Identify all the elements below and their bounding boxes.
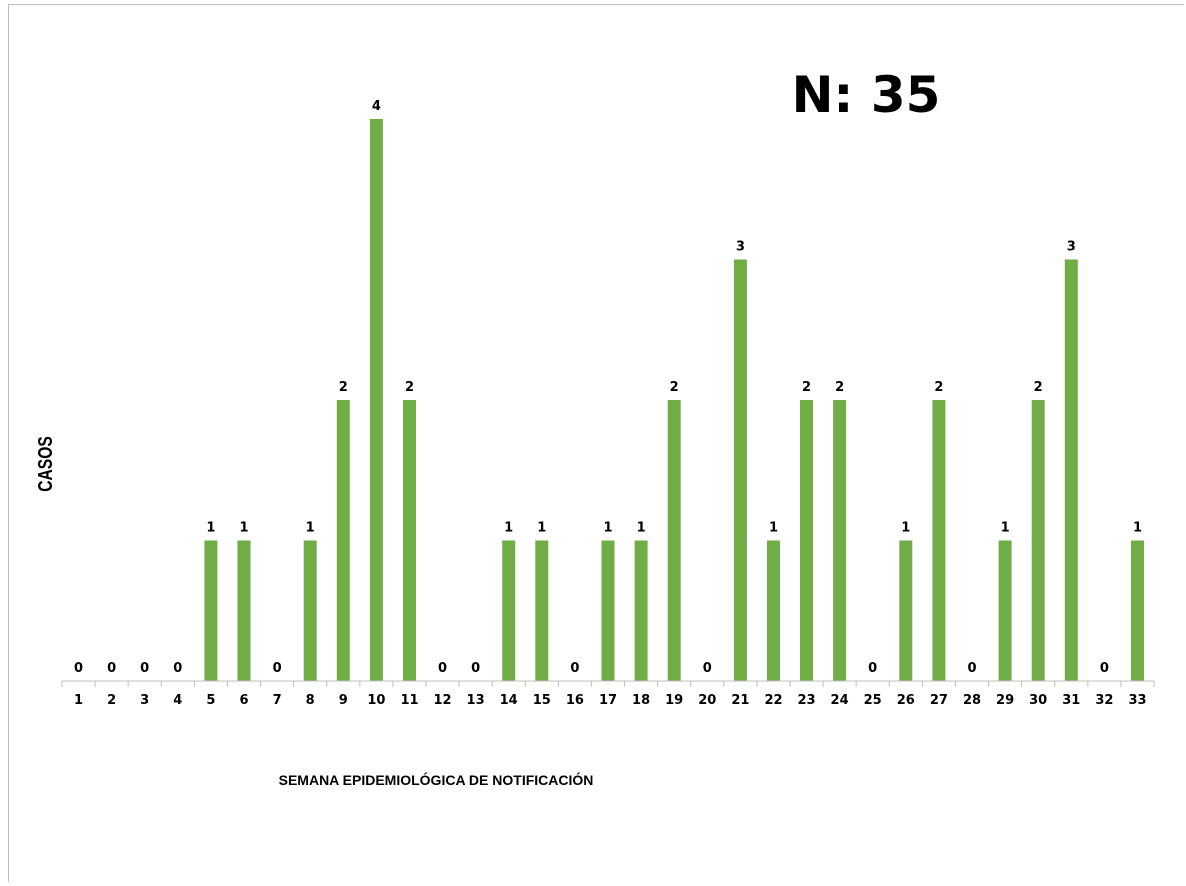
x-tick-label: 7 [273,693,282,708]
x-tick-label: 24 [831,693,849,708]
y-axis-title: CASOS [34,436,56,491]
data-label-week-2: 0 [107,661,116,676]
x-tick-label: 16 [566,693,584,708]
x-tick-label: 2 [107,693,116,708]
bar-week-27 [932,400,946,681]
data-label-week-30: 2 [1034,380,1043,395]
data-label-week-13: 0 [471,661,480,676]
data-label-week-10: 4 [372,99,381,114]
x-tick-marks [61,681,1155,687]
bar-week-21 [733,259,747,681]
x-tick-label: 32 [1095,693,1113,708]
x-tick-label: 19 [665,693,683,708]
data-label-week-8: 1 [306,521,315,536]
x-tick-labels: 1 2 3 4 5 6 7 8 9 10 11 12 13 14 15 16 17 18 19 20 21 22 23 24 2… [74,693,1147,708]
x-tick-label: 12 [433,693,451,708]
x-tick-label: 14 [500,693,518,708]
x-tick-label: 10 [367,693,385,708]
x-tick-label: 22 [764,693,782,708]
x-tick-label: 33 [1128,693,1146,708]
x-tick-label: 5 [206,693,215,708]
data-label-week-6: 1 [239,521,248,536]
x-tick-label: 28 [963,693,981,708]
x-tick-label: 9 [339,693,348,708]
bar-week-9 [336,400,350,681]
data-label-week-27: 2 [934,380,943,395]
x-tick-label: 30 [1029,693,1047,708]
x-tick-label: 27 [930,693,948,708]
bar-week-5 [204,540,218,681]
total-count-title: N: 35 [792,66,941,124]
bar-week-11 [403,400,416,681]
x-tick-label: 23 [797,693,815,708]
bar-week-29 [998,540,1012,681]
data-label-week-16: 0 [570,661,579,676]
bar-week-26 [899,540,913,681]
x-tick-label: 6 [239,693,248,708]
x-tick-label: 3 [140,693,149,708]
data-label-week-7: 0 [273,661,282,676]
x-tick-label: 26 [897,693,915,708]
bar-week-22 [767,540,780,681]
data-label-week-33: 1 [1133,521,1142,536]
bars-layer [204,119,1144,681]
data-label-week-20: 0 [703,661,712,676]
bar-week-14 [502,540,516,681]
data-label-week-3: 0 [140,661,149,676]
data-label-week-22: 1 [769,521,778,536]
x-tick-label: 18 [632,693,650,708]
data-label-week-1: 0 [74,661,83,676]
bar-week-19 [667,400,681,681]
data-label-week-17: 1 [603,521,612,536]
x-tick-label: 8 [306,693,315,708]
data-label-week-12: 0 [438,661,447,676]
data-label-week-29: 1 [1001,521,1010,536]
data-label-week-18: 1 [637,521,646,536]
bar-week-15 [535,540,549,681]
x-tick-label: 29 [996,693,1014,708]
data-label-week-11: 2 [405,380,414,395]
x-axis-title: SEMANA EPIDEMIOLÓGICA DE NOTIFICACIÓN [279,771,594,788]
x-tick-label: 1 [74,693,83,708]
bar-week-23 [800,400,813,681]
data-label-week-28: 0 [967,661,976,676]
data-label-week-23: 2 [802,380,811,395]
bar-week-10 [369,119,383,681]
x-tick-label: 4 [173,693,182,708]
x-tick-label: 17 [599,693,617,708]
chart-frame [8,4,1184,882]
data-label-week-4: 0 [173,661,182,676]
data-label-week-26: 1 [901,521,910,536]
x-tick-label: 21 [731,693,749,708]
bar-week-33 [1131,540,1144,681]
bar-week-6 [237,540,251,681]
data-label-week-31: 3 [1067,240,1076,255]
data-label-week-14: 1 [504,521,513,536]
bar-week-18 [634,540,648,681]
data-label-week-5: 1 [206,521,215,536]
x-tick-label: 13 [467,693,485,708]
data-labels-layer: 0 0 0 0 1 1 0 1 2 4 2 0 0 1 1 0 1 1 2 0 3 1 2 2 0 1 2 0 1 2 3 0 1 [74,99,1142,676]
x-tick-label: 20 [698,693,716,708]
x-tick-label: 15 [533,693,551,708]
data-label-week-19: 2 [670,380,679,395]
data-label-week-9: 2 [339,380,348,395]
x-tick-label: 31 [1062,693,1080,708]
data-label-week-24: 2 [835,380,844,395]
bar-week-8 [303,540,317,681]
bar-week-31 [1064,259,1078,681]
data-label-week-21: 3 [736,240,745,255]
bar-week-24 [833,400,847,681]
x-tick-label: 11 [400,693,418,708]
data-label-week-25: 0 [868,661,877,676]
bar-week-17 [601,540,615,681]
x-tick-label: 25 [864,693,882,708]
bar-week-30 [1031,400,1045,681]
data-label-week-15: 1 [537,521,546,536]
data-label-week-32: 0 [1100,661,1109,676]
